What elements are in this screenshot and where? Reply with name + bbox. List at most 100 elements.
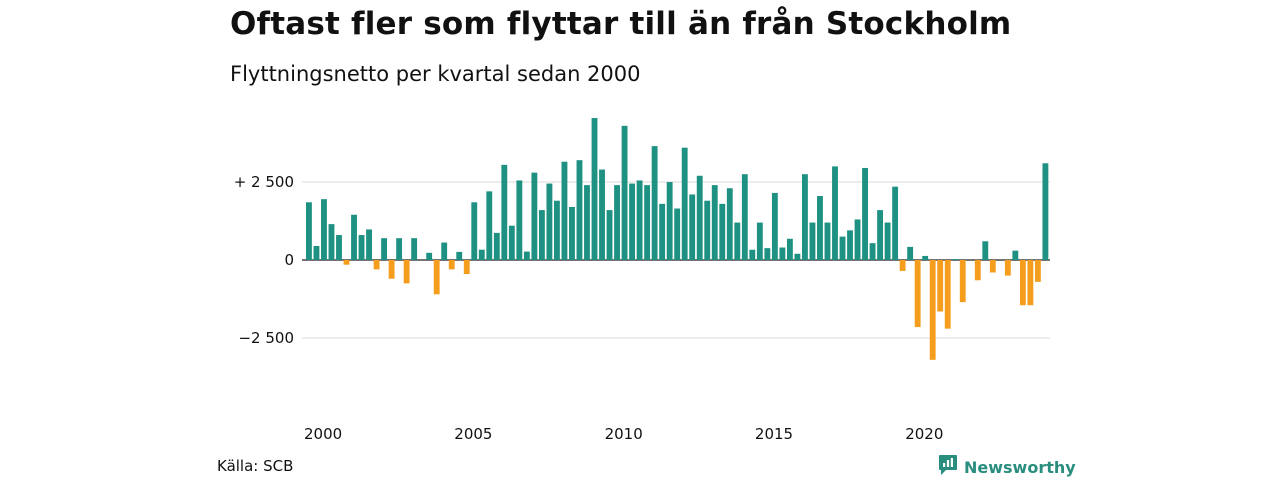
bar: [508, 225, 515, 260]
bar: [501, 164, 508, 260]
bar: [1004, 260, 1011, 276]
bar: [764, 248, 771, 260]
bar: [824, 222, 831, 260]
bar: [351, 214, 357, 260]
bar: [456, 251, 463, 260]
bar: [336, 235, 342, 260]
bar: [847, 230, 853, 260]
bar: [704, 200, 711, 260]
bar: [606, 210, 613, 260]
bar: [696, 175, 703, 260]
bar: [636, 180, 643, 260]
bar: [809, 222, 816, 260]
x-tick-label: 2005: [454, 425, 492, 443]
bar: [674, 208, 681, 260]
bar: [373, 260, 380, 270]
bar: [756, 222, 763, 260]
bar: [1019, 260, 1026, 306]
bar: [651, 146, 658, 260]
bar: [741, 174, 748, 260]
bar: [974, 260, 981, 281]
bar: [666, 182, 673, 260]
bar: [937, 260, 944, 312]
bar: [366, 229, 372, 260]
newsworthy-logo: Newsworthy: [938, 454, 1076, 480]
bar: [1034, 260, 1041, 282]
bar: [644, 185, 651, 260]
bar: [493, 232, 500, 260]
bar: [584, 185, 590, 260]
bar: [486, 191, 493, 260]
bar: [403, 260, 410, 284]
bar: [478, 249, 485, 260]
bar: [426, 252, 433, 260]
bar: [862, 167, 868, 260]
bar: [538, 210, 545, 260]
bars: [306, 118, 1049, 360]
x-tick-label: 2000: [304, 425, 342, 443]
bar: [1042, 163, 1049, 260]
bar: [659, 203, 666, 260]
bar: [1012, 250, 1019, 260]
bar: [388, 260, 395, 279]
chart-title: Oftast fler som flyttar till än från Sto…: [230, 6, 1012, 42]
bar: [929, 260, 936, 360]
bar: [621, 125, 628, 260]
bar: [726, 188, 733, 260]
bar: [396, 238, 403, 260]
bar: [854, 219, 861, 260]
bar: [554, 200, 560, 260]
bar: [839, 236, 846, 260]
y-tick-label: 0: [284, 251, 294, 269]
bar: [681, 147, 688, 260]
bar: [884, 222, 891, 260]
bar: [899, 260, 906, 271]
bar: [614, 185, 620, 260]
x-tick-label: 2020: [905, 425, 943, 443]
bar: [448, 260, 455, 270]
bar: [463, 260, 470, 275]
bar: [629, 183, 636, 260]
bar: [689, 194, 696, 260]
source-note: Källa: SCB: [217, 457, 294, 475]
bar: [411, 238, 418, 260]
bar: [433, 260, 440, 295]
bar: [531, 172, 538, 260]
bar: [569, 206, 575, 260]
bar: [877, 210, 884, 260]
bar: [561, 161, 568, 260]
bar: [546, 183, 553, 260]
bar: [817, 196, 823, 260]
bar: [321, 199, 327, 260]
bar: [944, 260, 951, 329]
newsworthy-logo-text: Newsworthy: [964, 457, 1076, 477]
x-tick-label: 2015: [755, 425, 793, 443]
bar: [907, 246, 914, 260]
bar: [1027, 260, 1034, 306]
bar: [381, 238, 388, 260]
bar: [832, 166, 838, 260]
bar: [358, 235, 365, 260]
newsworthy-logo-icon: [938, 454, 958, 480]
bar: [982, 241, 989, 260]
x-tick-label: 2010: [605, 425, 643, 443]
bar: [313, 245, 320, 260]
bar: [591, 118, 598, 260]
axis-labels: + 2 500 0 −2 500 2000 2005 2010 2015 2020: [234, 173, 944, 443]
bar: [989, 260, 996, 273]
bar: [771, 192, 778, 260]
bar: [441, 242, 448, 260]
bar: [914, 260, 921, 328]
bar: [749, 249, 756, 260]
bar: [786, 238, 793, 260]
bar: [523, 251, 530, 260]
bar: [343, 260, 350, 265]
bar: [952, 259, 959, 260]
bar: [794, 253, 801, 260]
bar: [959, 260, 966, 303]
bar: [779, 247, 786, 260]
y-tick-label: −2 500: [238, 329, 294, 347]
bar: [711, 185, 718, 260]
bar: [471, 202, 478, 260]
